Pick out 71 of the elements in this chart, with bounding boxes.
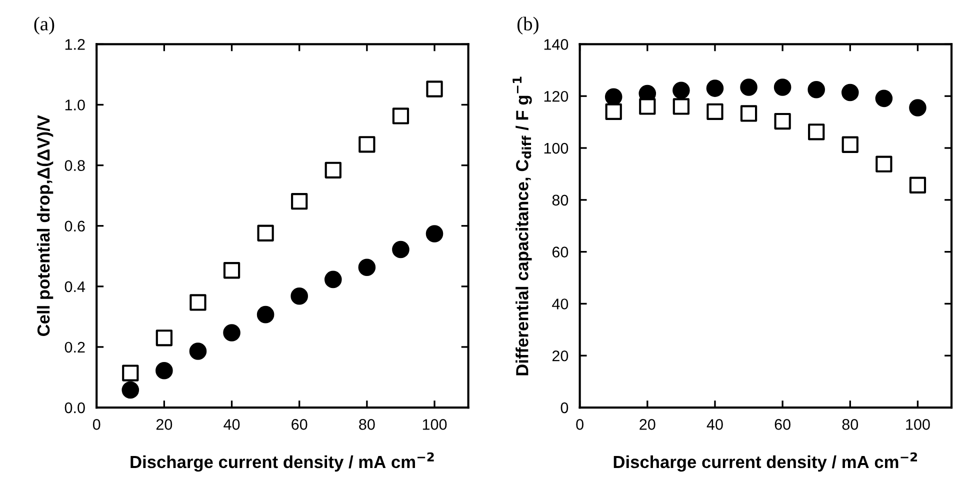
y-tick-label: 0	[560, 402, 568, 414]
point	[324, 162, 342, 178]
y-tick-label: 1.2	[65, 39, 85, 50]
point	[706, 103, 724, 120]
point	[358, 258, 376, 276]
point	[909, 99, 926, 116]
y-tick-label: 1.0	[65, 100, 85, 110]
y-axis-title: Cell potential drop,Δ(ΔV)/V	[36, 115, 54, 336]
x-tick-label: 80	[359, 419, 375, 430]
x-tick-label: 80	[842, 419, 858, 430]
point	[324, 270, 342, 288]
x-axis-title: Discharge current density / mA cm$^{−2}$	[130, 452, 434, 472]
y-tick-label: 0.8	[64, 160, 85, 171]
point	[740, 78, 758, 96]
point	[122, 381, 140, 399]
y-tick-label: 100	[544, 142, 568, 154]
point	[841, 84, 859, 102]
y-axis-title: Differential capacitance, C$_{diff}$ / F g$^{−1}$	[512, 76, 532, 376]
x-tick-label: 0	[92, 419, 100, 430]
point	[605, 103, 622, 120]
x-tick-label: 60	[774, 419, 790, 430]
point	[875, 90, 893, 108]
x-axis-title: Discharge current density / mA cm$^{−2}$	[614, 452, 918, 472]
y-tick-label: 120	[544, 90, 568, 102]
point	[706, 80, 724, 97]
point	[256, 306, 274, 324]
point	[672, 98, 690, 115]
point	[672, 82, 690, 100]
point	[392, 240, 410, 258]
point	[156, 362, 173, 380]
y-tick-label: 40	[552, 298, 568, 310]
x-tick-label: 40	[706, 419, 723, 430]
x-tick-label: 20	[640, 419, 656, 430]
point	[426, 225, 444, 242]
y-tick-label: 0.4	[64, 281, 86, 292]
chart-title: (b)	[517, 16, 538, 34]
y-tick-label: 0.6	[64, 220, 85, 232]
point	[774, 112, 791, 130]
y-tick-label: 140	[544, 39, 568, 50]
y-tick-label: 80	[552, 194, 568, 206]
point	[190, 294, 206, 311]
point	[290, 287, 308, 305]
point	[257, 224, 274, 242]
x-tick-label: 100	[906, 419, 930, 430]
point	[156, 330, 173, 346]
point	[392, 108, 410, 124]
point	[122, 364, 139, 382]
y-tick-label: 20	[552, 350, 568, 362]
point	[808, 124, 825, 140]
point	[358, 136, 376, 153]
point	[189, 342, 207, 360]
x-tick-label: 40	[224, 419, 240, 430]
point	[291, 193, 308, 210]
point	[426, 80, 443, 98]
x-tick-label: 100	[422, 419, 447, 430]
point	[876, 156, 892, 172]
point	[639, 98, 656, 115]
point	[808, 80, 825, 98]
point	[774, 78, 792, 96]
chart-title: (a)	[34, 16, 54, 34]
x-tick-label: 60	[292, 419, 308, 430]
y-tick-label: 60	[552, 246, 568, 258]
point	[223, 262, 240, 279]
x-tick-label: 0	[576, 419, 584, 430]
point	[223, 324, 240, 342]
point	[740, 105, 758, 122]
y-tick-label: 0.2	[64, 342, 85, 353]
point	[909, 176, 926, 194]
x-tick-label: 20	[156, 419, 172, 430]
point	[842, 136, 858, 153]
y-tick-label: 0.0	[64, 402, 85, 414]
